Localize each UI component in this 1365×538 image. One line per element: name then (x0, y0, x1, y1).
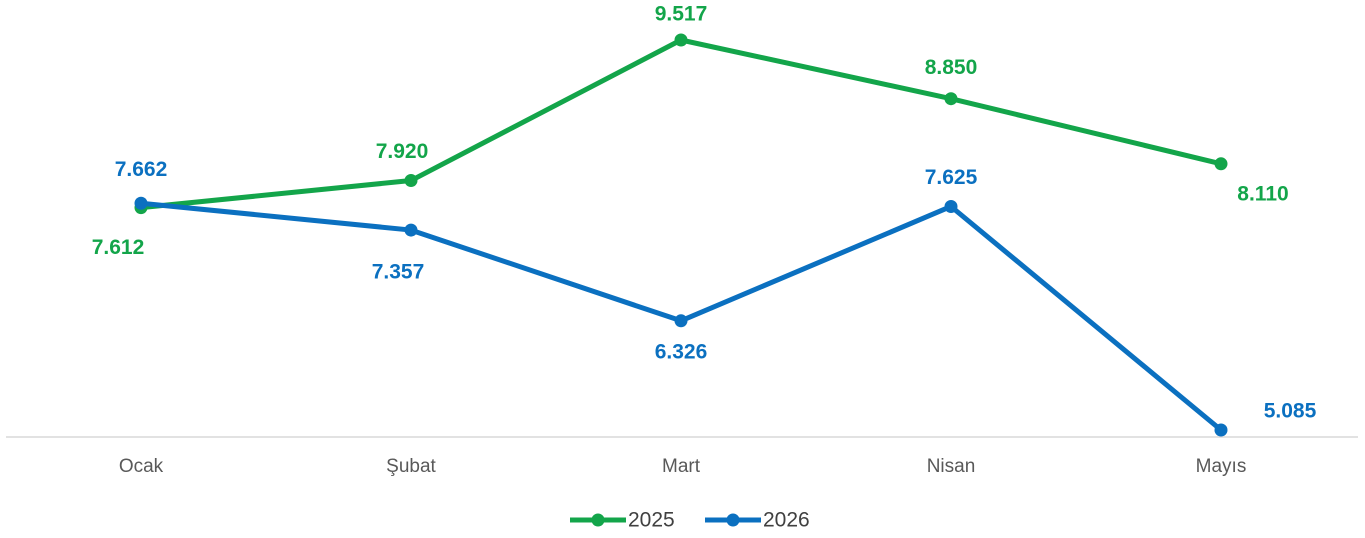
x-tick-label: Şubat (386, 456, 436, 477)
legend-marker (591, 513, 605, 527)
x-tick-label: Nisan (927, 456, 976, 477)
legend-marker (726, 513, 740, 527)
value-label: 6.326 (655, 340, 708, 363)
point (1214, 157, 1228, 171)
legend-label: 2026 (763, 509, 810, 532)
point (674, 314, 688, 328)
value-label: 7.612 (92, 236, 145, 259)
value-label: 7.662 (115, 158, 168, 181)
point (674, 33, 688, 47)
value-label: 7.357 (372, 261, 425, 284)
value-label: 9.517 (655, 3, 708, 26)
x-tick-label: Mayıs (1196, 456, 1247, 477)
point (944, 92, 958, 106)
point (404, 223, 418, 237)
value-label: 7.625 (925, 166, 978, 189)
point (134, 196, 148, 210)
value-label: 7.920 (376, 140, 429, 163)
legend-label: 2025 (628, 509, 675, 532)
x-tick-label: Mart (662, 456, 701, 477)
value-label: 8.110 (1237, 182, 1288, 205)
point (944, 199, 958, 213)
x-tick-label: Ocak (119, 456, 164, 477)
value-label: 5.085 (1264, 400, 1317, 423)
series-line (140, 37, 1222, 211)
point (404, 174, 418, 188)
point (1214, 423, 1228, 437)
value-label: 8.850 (925, 56, 978, 79)
